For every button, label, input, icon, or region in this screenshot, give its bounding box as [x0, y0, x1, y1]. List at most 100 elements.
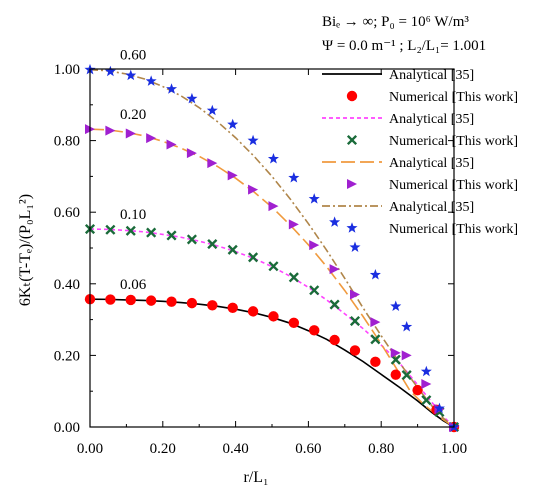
curve-label-0.10: 0.10 — [120, 207, 146, 223]
numerical-point-0.60 — [329, 216, 341, 227]
y-tick-label: 0.60 — [54, 205, 80, 221]
numerical-point-0.60 — [288, 172, 300, 183]
axes: 0.00 0.20 0.40 0.60 0.80 1.00 0.00 0.20 0.40 0.60… — [54, 62, 467, 457]
numerical-point-0.10 — [186, 234, 197, 245]
numerical-point-0.06 — [227, 302, 238, 313]
numerical-point-0.10 — [268, 261, 279, 272]
y-tick-label: 0.80 — [54, 134, 80, 150]
numerical-point-0.60 — [401, 320, 413, 332]
numerical-point-0.06 — [349, 345, 361, 356]
numerical-point-0.20 — [349, 289, 360, 300]
numerical-point-0.10 — [125, 225, 136, 236]
curve-labels: 0.06 0.10 0.20 0.60 — [120, 48, 147, 293]
numerical-point-0.60 — [166, 83, 178, 94]
numerical-point-0.06 — [390, 369, 401, 380]
numerical-point-0.20 — [401, 350, 412, 361]
x-tick-label: 0.80 — [368, 441, 394, 457]
curve-label-0.60: 0.60 — [120, 48, 146, 64]
numerical-point-0.10 — [401, 370, 412, 381]
numerical-point-0.06 — [370, 356, 381, 368]
legend-marker-0.06 — [346, 90, 358, 102]
numerical-point-0.06 — [309, 325, 320, 336]
legend-marker-0.60 — [346, 222, 358, 233]
x-tick-label: 1.00 — [441, 441, 467, 457]
numerical-point-0.06 — [125, 294, 136, 306]
numerical-point-0.20 — [390, 347, 401, 358]
numerical-point-0.20 — [288, 219, 299, 230]
numerical-point-0.10 — [421, 395, 432, 406]
curve-label-0.20: 0.20 — [120, 107, 146, 123]
numerical-point-0.06 — [105, 294, 116, 305]
legend-label-analytical: Analytical [35] — [389, 68, 474, 83]
header-line-1: Biₑ → ∞; P₀ = 10⁶ W/m³ — [322, 14, 469, 30]
numerical-point-0.60 — [206, 104, 218, 116]
legend-label-analytical: Analytical [35] — [389, 200, 474, 215]
legend-label-numerical: Numerical [This work] — [389, 90, 518, 105]
numerical-point-0.10 — [370, 334, 381, 345]
numerical-point-0.60 — [247, 134, 259, 146]
chart-header: Biₑ → ∞; P₀ = 10⁶ W/m³ Ψ = 0.0 m⁻¹ ; L₂/… — [322, 14, 486, 54]
numerical-point-0.20 — [186, 148, 197, 159]
numerical-point-0.60 — [267, 153, 279, 164]
x-tick-label: 0.20 — [150, 441, 176, 457]
numerical-point-0.10 — [207, 239, 218, 250]
numerical-point-0.20 — [248, 184, 259, 195]
x-tick-label: 0.00 — [77, 441, 103, 457]
numerical-point-0.20 — [421, 379, 432, 390]
numerical-point-0.20 — [329, 264, 340, 275]
legend-label-analytical: Analytical [35] — [389, 156, 474, 171]
y-tick-label: 0.00 — [54, 420, 80, 436]
numerical-point-0.20 — [146, 133, 157, 144]
numerical-point-0.20 — [309, 240, 320, 251]
numerical-point-0.60 — [227, 118, 239, 130]
numerical-point-0.20 — [166, 139, 177, 150]
numerical-point-0.60 — [308, 193, 320, 204]
numerical-point-0.10 — [105, 224, 116, 235]
numerical-point-0.10 — [349, 315, 361, 327]
y-tick-label: 0.40 — [54, 277, 80, 293]
legend-label-analytical: Analytical [35] — [389, 112, 474, 127]
x-axis-title: r/L₁ — [243, 469, 268, 486]
numerical-point-0.60 — [369, 269, 381, 280]
numerical-point-0.20 — [268, 201, 279, 212]
numerical-point-0.60 — [186, 92, 198, 104]
header-line-2: Ψ = 0.0 m⁻¹ ; L₂/L₁= 1.001 — [322, 38, 486, 54]
numerical-point-0.60 — [125, 69, 137, 81]
numerical-point-0.60 — [349, 241, 361, 252]
legend-marker-0.10 — [346, 134, 358, 146]
numerical-point-0.10 — [146, 227, 157, 238]
numerical-point-0.60 — [145, 75, 157, 86]
legend-marker-0.20 — [347, 179, 357, 189]
numerical-point-0.10 — [329, 299, 340, 310]
numerical-point-0.06 — [166, 296, 177, 307]
analytical-curve-0.10 — [89, 228, 455, 428]
numerical-point-0.20 — [370, 317, 381, 328]
numerical-point-0.20 — [125, 128, 136, 139]
numerical-point-0.10 — [390, 354, 401, 365]
numerical-point-0.20 — [227, 170, 238, 181]
legend-label-numerical: Numerical [This work] — [389, 178, 518, 193]
numerical-point-0.06 — [288, 317, 300, 329]
y-tick-label: 1.00 — [54, 62, 80, 78]
numerical-point-0.10 — [166, 230, 177, 241]
numerical-point-0.06 — [268, 311, 279, 322]
numerical-point-0.06 — [412, 384, 423, 396]
numerical-point-0.10 — [288, 272, 299, 283]
numerical-point-0.60 — [420, 365, 432, 377]
curve-label-0.06: 0.06 — [120, 277, 147, 293]
numerical-point-0.20 — [105, 125, 116, 136]
y-tick-label: 0.20 — [54, 348, 80, 364]
numerical-point-0.06 — [247, 306, 259, 317]
x-tick-label: 0.40 — [222, 441, 248, 457]
legend-label-numerical: Numerical [This work] — [389, 134, 518, 149]
numerical-point-0.06 — [329, 334, 340, 346]
numerical-point-0.60 — [433, 402, 445, 414]
numerical-point-0.06 — [207, 300, 218, 311]
numerical-point-0.06 — [186, 297, 198, 309]
numerical-point-0.06 — [145, 295, 157, 306]
numerical-point-0.10 — [309, 285, 320, 296]
y-axis-title: 6Kₜ(T-Tₑ)/(P₀L₁²) — [17, 194, 34, 306]
numerical-point-0.60 — [104, 65, 116, 77]
numerical-point-0.60 — [390, 300, 402, 312]
